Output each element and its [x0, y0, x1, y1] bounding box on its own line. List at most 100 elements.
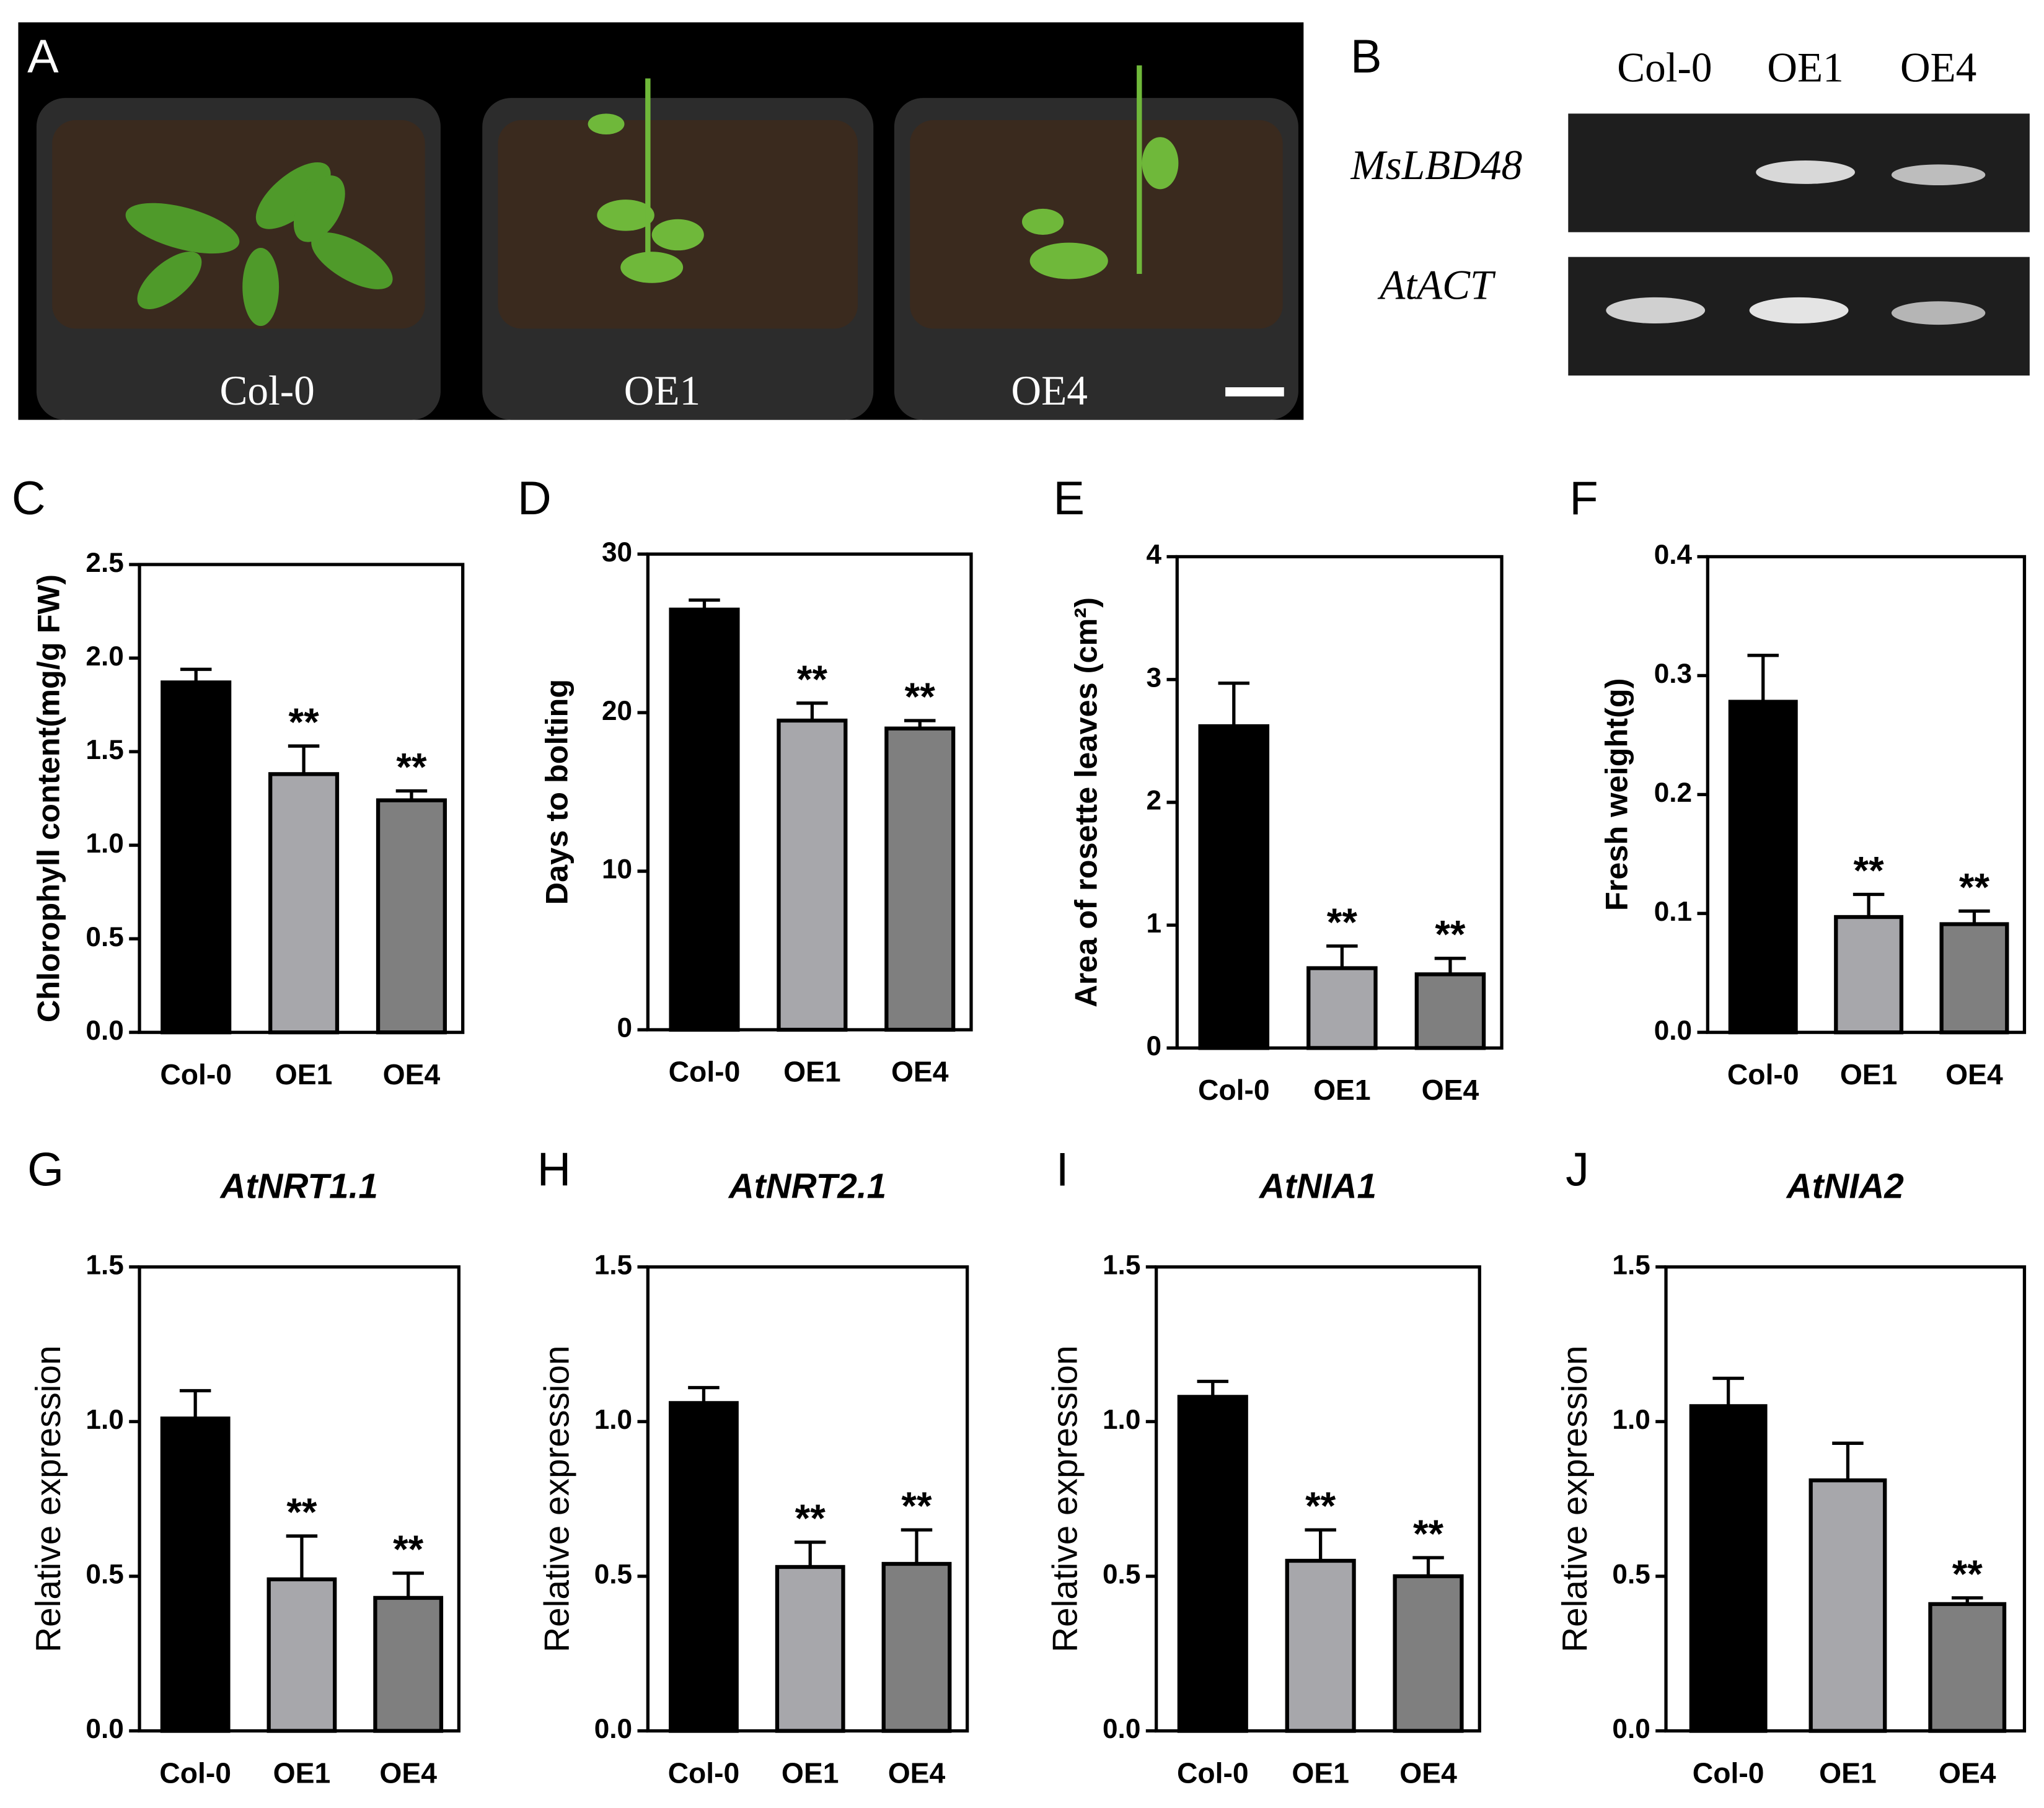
photo-label: Col-0: [220, 367, 315, 414]
bar: [1198, 724, 1270, 1050]
bar: [1177, 1395, 1248, 1733]
bar: [669, 607, 740, 1032]
x-tick-label: OE4: [891, 1056, 949, 1088]
panel-letter: H: [537, 1143, 571, 1196]
y-tick-label: 30: [602, 537, 632, 568]
error-bar: [1218, 682, 1250, 727]
x-tick-label: OE4: [1945, 1058, 2003, 1091]
error-bar: [1434, 957, 1466, 975]
significance: **: [1327, 901, 1358, 944]
y-tick-label: 0: [617, 1013, 633, 1043]
bar: [376, 798, 447, 1035]
error-bar: [180, 667, 212, 683]
plot-frame: [1706, 555, 2027, 1034]
chart-title: AtNIA1: [1258, 1167, 1377, 1206]
error-bar: [688, 1385, 720, 1403]
y-tick-label: 0.0: [594, 1714, 632, 1744]
bar: [1414, 972, 1486, 1050]
y-tick-label: 2.5: [86, 548, 123, 578]
bar: [267, 1577, 337, 1733]
panel-letter: G: [27, 1143, 64, 1196]
chart-title: AtNIA2: [1786, 1167, 1904, 1206]
error-bar: [1832, 1441, 1864, 1481]
y-tick-label: 1.0: [86, 1405, 123, 1435]
plot-frame: [1175, 555, 1504, 1050]
panel-letter: F: [1569, 472, 1598, 525]
significance: **: [1959, 866, 1990, 909]
bar: [881, 1561, 952, 1733]
bar: [268, 772, 340, 1035]
x-tick-label: OE1: [1313, 1074, 1371, 1106]
bar: [373, 1595, 444, 1733]
bar: [1834, 915, 1904, 1035]
significance: **: [393, 1528, 424, 1571]
bar: [1689, 1404, 1768, 1733]
y-tick-label: 1.0: [594, 1405, 632, 1435]
bar: [161, 680, 232, 1035]
error-bar: [395, 789, 428, 801]
x-tick-label: Col-0: [669, 1056, 741, 1088]
bar: [1728, 700, 1798, 1035]
bar: [160, 1416, 231, 1733]
y-axis-label: Chlorophyll content(mg/g FW): [30, 574, 66, 1022]
x-tick-label: OE4: [888, 1757, 946, 1789]
y-tick-label: 2.0: [86, 641, 123, 672]
plot-frame: [138, 1265, 460, 1733]
panel-letter: J: [1566, 1143, 1589, 1196]
x-tick-label: OE4: [383, 1058, 441, 1091]
y-tick-label: 0.5: [86, 1560, 123, 1590]
significance: **: [396, 746, 427, 789]
y-tick-label: 0.0: [1654, 1016, 1692, 1046]
panel-letter: A: [27, 30, 59, 83]
photo-label: OE1: [624, 367, 700, 414]
x-tick-label: OE4: [1939, 1757, 1996, 1789]
error-bar: [392, 1571, 424, 1598]
x-tick-label: OE1: [1819, 1757, 1877, 1789]
y-tick-label: 1.5: [594, 1250, 632, 1280]
y-tick-label: 1.5: [86, 735, 123, 765]
y-tick-label: 1.5: [86, 1250, 123, 1280]
plant-photo: [18, 22, 1304, 420]
y-tick-label: 0.4: [1654, 540, 1693, 570]
plot-frame: [646, 552, 973, 1032]
error-bar: [794, 1540, 826, 1567]
lane-label: OE4: [1900, 44, 1976, 90]
y-tick-label: 4: [1146, 540, 1161, 570]
x-tick-label: Col-0: [1198, 1074, 1270, 1106]
significance: **: [1952, 1553, 1983, 1596]
y-tick-label: 3: [1146, 662, 1161, 693]
error-bar: [901, 1528, 933, 1564]
error-bar: [904, 719, 936, 729]
x-tick-label: OE1: [273, 1757, 331, 1789]
error-bar: [1412, 1556, 1444, 1576]
significance: **: [797, 658, 828, 701]
significance: **: [1854, 849, 1885, 893]
plot-frame: [646, 1265, 969, 1733]
panel-letter: B: [1350, 30, 1382, 83]
y-axis-label: Relative expression: [1046, 1345, 1085, 1652]
x-tick-label: OE1: [783, 1056, 841, 1088]
bar: [1306, 966, 1378, 1050]
error-bar: [1952, 1596, 1983, 1604]
error-bar: [1958, 909, 1990, 924]
x-tick-label: Col-0: [1177, 1757, 1249, 1789]
y-tick-label: 1.5: [1612, 1250, 1650, 1280]
y-tick-label: 0.0: [1103, 1714, 1140, 1744]
error-bar: [1305, 1528, 1336, 1561]
lane-label: OE1: [1767, 44, 1843, 90]
y-tick-label: 1.5: [1103, 1250, 1140, 1280]
x-tick-label: OE1: [1292, 1757, 1349, 1789]
x-tick-label: OE4: [1399, 1757, 1457, 1789]
gel-image: [1568, 113, 2030, 376]
significance: **: [289, 701, 320, 744]
bar: [1285, 1558, 1356, 1733]
y-axis-label: Fresh weight(g): [1599, 678, 1634, 911]
x-tick-label: OE4: [1422, 1074, 1479, 1106]
panel-letter: E: [1053, 472, 1085, 525]
y-tick-label: 2: [1146, 786, 1161, 816]
y-tick-label: 0.5: [1612, 1560, 1650, 1590]
y-axis-label: Area of rosette leaves (cm²): [1068, 597, 1104, 1007]
error-bar: [288, 744, 320, 775]
error-bar: [1747, 654, 1779, 702]
panel-letter: C: [12, 472, 46, 525]
